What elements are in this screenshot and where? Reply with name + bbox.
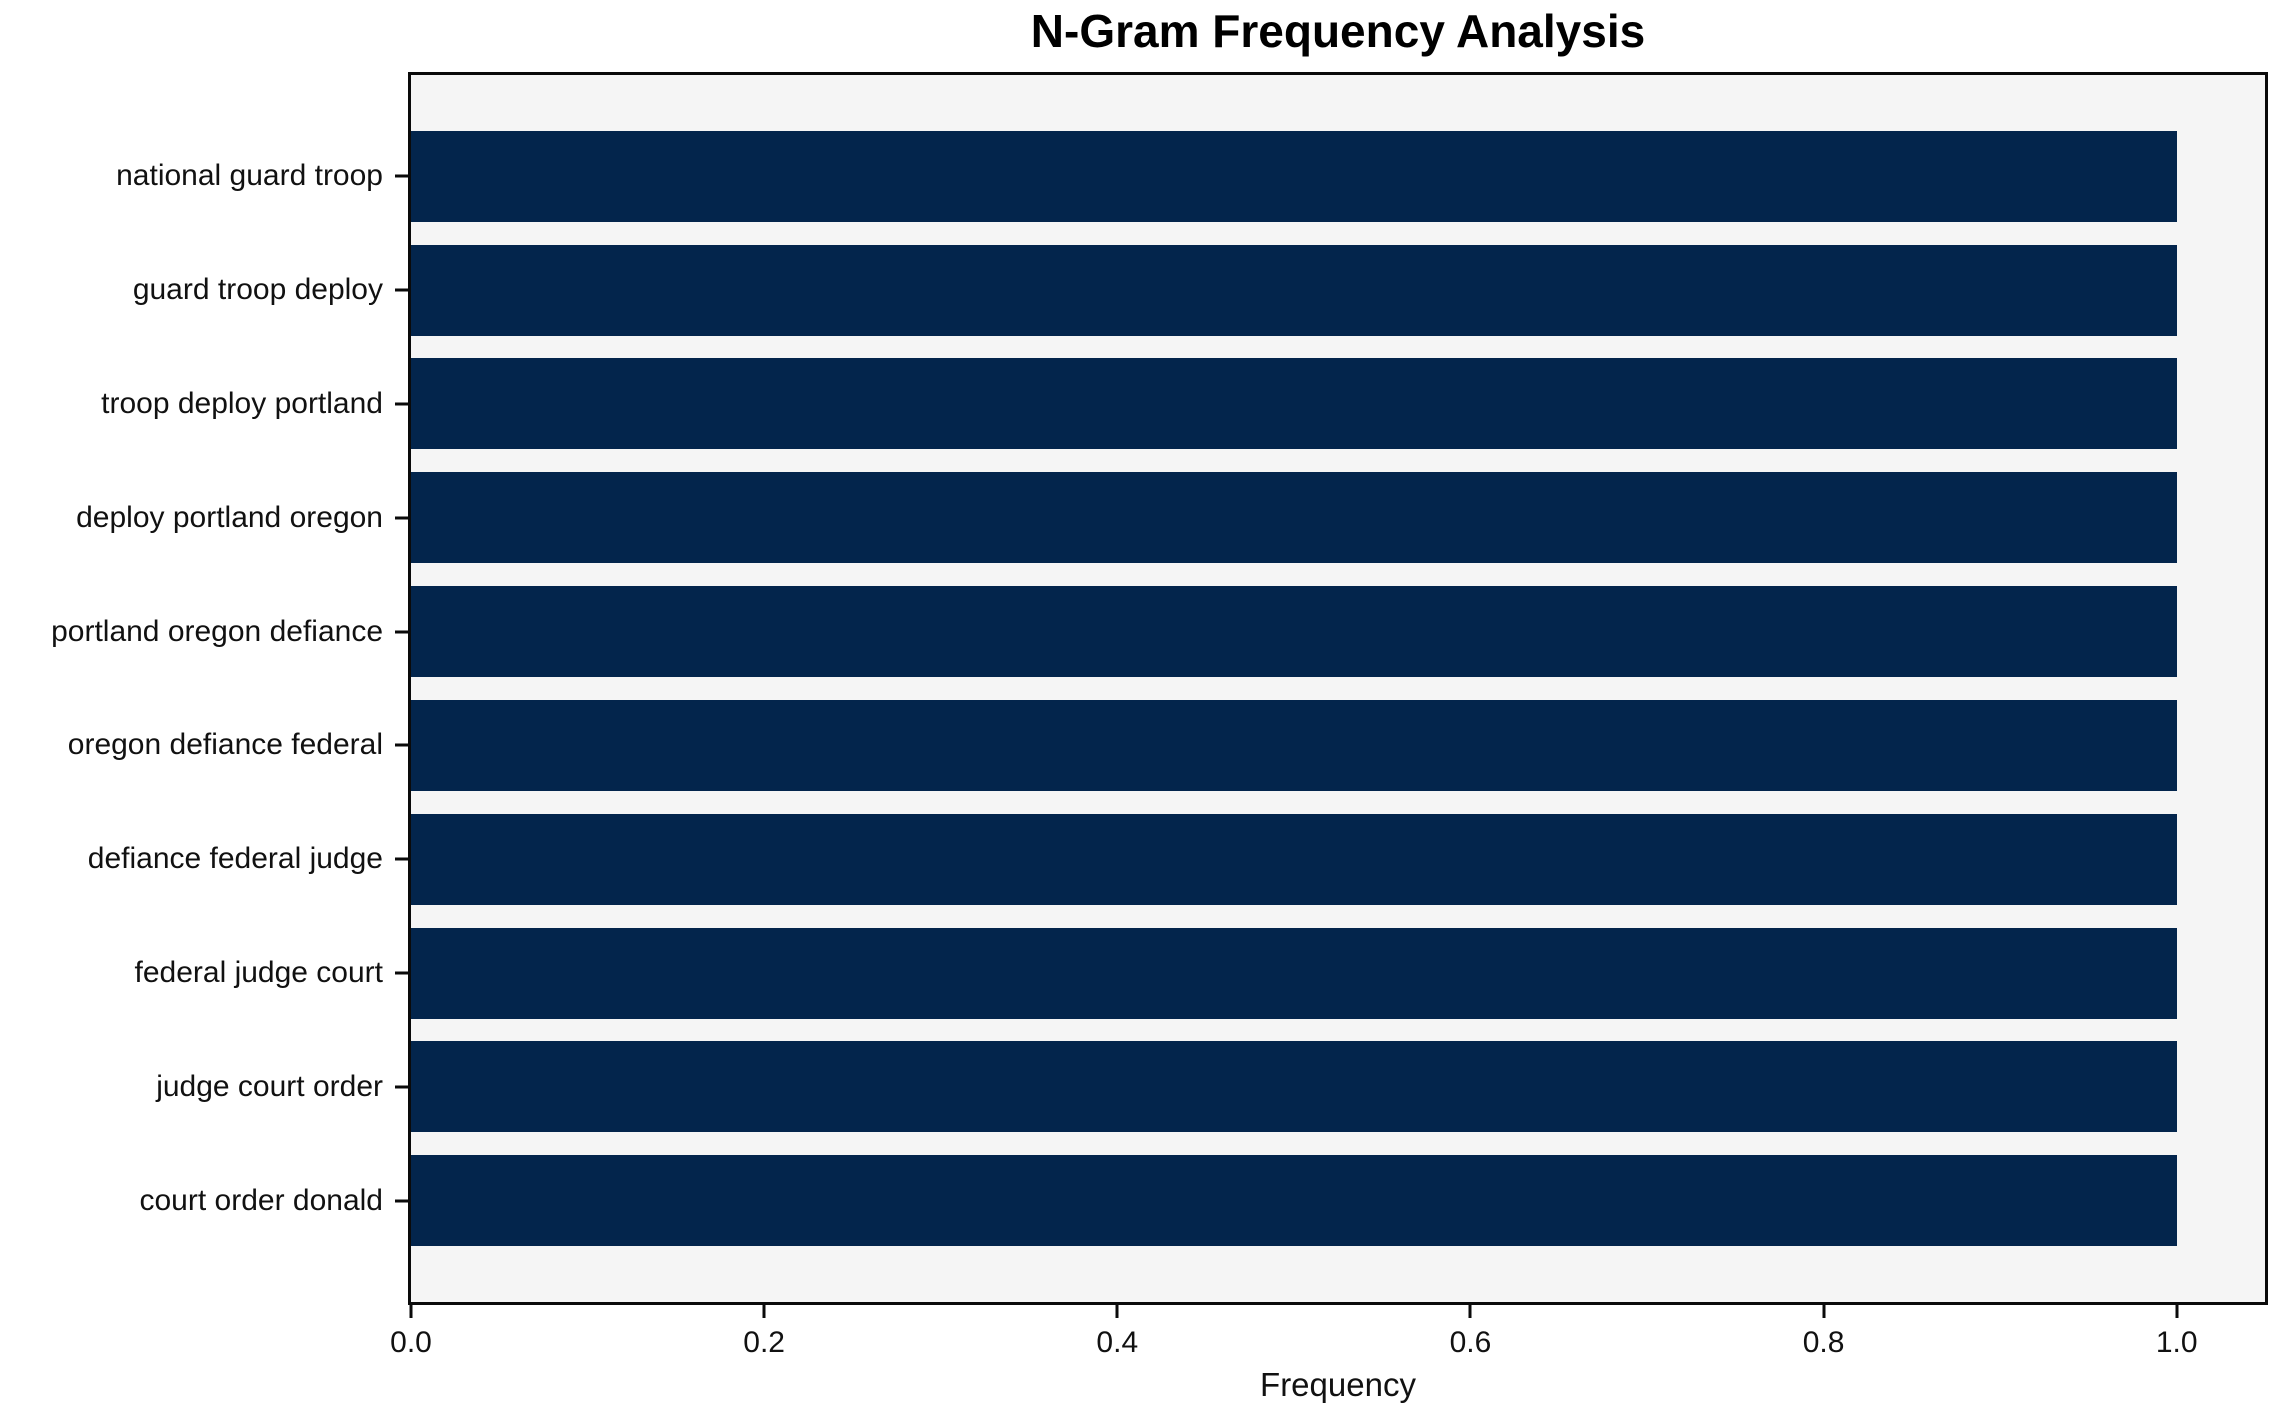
bar-national-guard-troop (411, 130, 2177, 222)
y-axis-label: guard troop deploy (132, 273, 383, 307)
y-tick (395, 630, 408, 634)
x-tick (762, 1305, 766, 1318)
x-axis-title: Frequency (1260, 1366, 1416, 1403)
chart-title: N-Gram Frequency Analysis (1030, 5, 1646, 57)
x-tick-label: 0.8 (1802, 1326, 1845, 1359)
bar-judge-court-order (411, 1041, 2177, 1133)
x-tick-label: 1.0 (2155, 1326, 2198, 1359)
y-tick (395, 1199, 408, 1203)
y-axis-label: judge court order (156, 1069, 383, 1103)
x-tick-label: 0.0 (390, 1326, 432, 1359)
x-tick (1115, 1305, 1119, 1318)
y-axis-label: portland oregon defiance (51, 614, 383, 648)
bar-troop-deploy-portland (411, 358, 2177, 450)
y-tick (395, 402, 408, 406)
y-tick (395, 971, 408, 975)
y-axis-label: troop deploy portland (101, 386, 383, 420)
x-tick (1822, 1305, 1826, 1318)
bar-oregon-defiance-federal (411, 699, 2177, 791)
x-tick-label: 0.4 (1096, 1326, 1139, 1359)
y-tick (395, 1085, 408, 1089)
y-axis-label: defiance federal judge (87, 842, 383, 876)
bar-federal-judge-court (411, 927, 2177, 1019)
bar-defiance-federal-judge (411, 813, 2177, 905)
y-axis-label: federal judge court (134, 956, 384, 990)
bar-court-order-donald (411, 1155, 2177, 1247)
y-tick (395, 743, 408, 747)
y-tick (395, 857, 408, 861)
y-axis-label: oregon defiance federal (67, 728, 383, 762)
bar-portland-oregon-defiance (411, 586, 2177, 678)
y-axis-label: deploy portland oregon (76, 500, 383, 534)
bar-deploy-portland-oregon (411, 472, 2177, 564)
y-tick (395, 288, 408, 292)
x-tick (1468, 1305, 1472, 1318)
y-tick (395, 516, 408, 520)
y-tick (395, 174, 408, 178)
plot-area: national guard troop guard troop deploy tr… (51, 72, 2268, 1359)
x-tick (409, 1305, 413, 1318)
y-axis-label: court order donald (139, 1183, 384, 1217)
y-axis-label: national guard troop (116, 159, 383, 193)
x-tick-label: 0.6 (1449, 1326, 1492, 1359)
x-tick-label: 0.2 (743, 1326, 785, 1359)
x-tick (2175, 1305, 2179, 1318)
bar-guard-troop-deploy (411, 244, 2177, 336)
